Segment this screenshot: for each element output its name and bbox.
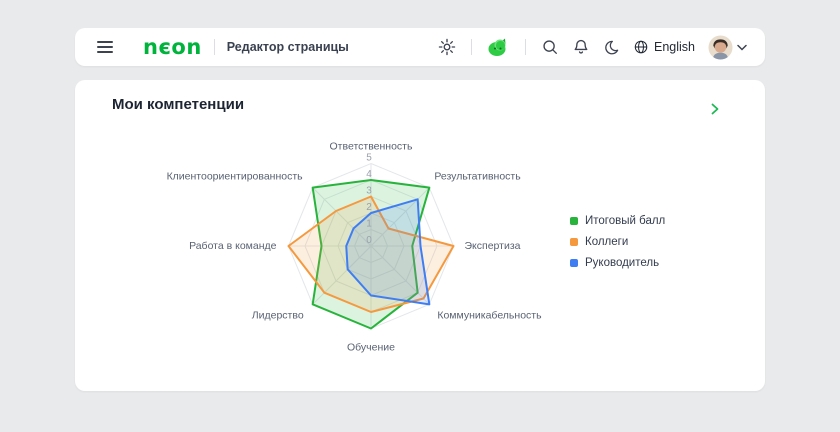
competencies-card: Мои компетенции 0 1 2 3 4 5 Ответственность Рез… [75, 80, 765, 391]
radar-grid-spoke [370, 187, 430, 247]
bell-icon[interactable] [572, 38, 590, 56]
card-title: Мои компетенции [112, 96, 245, 113]
chevron-down-icon [737, 44, 747, 51]
radar-axis-label: Лидерство [252, 309, 304, 321]
radar-series-0 [311, 179, 431, 330]
radar-grid-spoke [312, 187, 372, 247]
legend-item-total[interactable]: Итоговый балл [570, 215, 665, 227]
legend-swatch [570, 238, 578, 246]
radar-axis-label: Ответственность [330, 141, 413, 153]
radar-tick-label: 3 [366, 186, 372, 197]
radar-grid-spoke [370, 245, 430, 305]
chart-legend: Итоговый балл Коллеги Руководитель [570, 215, 665, 269]
legend-item-manager[interactable]: Руководитель [570, 257, 665, 269]
chevron-right-icon[interactable] [709, 102, 721, 121]
mascot-icon[interactable] [487, 37, 510, 57]
globe-icon [634, 40, 648, 54]
divider [525, 39, 526, 55]
legend-item-colleagues[interactable]: Коллеги [570, 236, 665, 248]
header-bar: nєon Редактор страницы [75, 28, 765, 66]
radar-axis-label: Результативность [434, 171, 521, 183]
radar-axis-label: Работа в команде [189, 240, 277, 252]
divider [471, 39, 472, 55]
radar-axis-label: Коммуникабельность [437, 309, 542, 321]
radar-tick-label: 4 [366, 169, 372, 180]
avatar [708, 34, 733, 60]
gear-icon[interactable] [438, 38, 456, 56]
radar-axis-label: Экспертиза [465, 240, 521, 252]
radar-tick-label: 1 [366, 219, 372, 230]
user-menu[interactable] [708, 34, 747, 60]
radar-axis-label: Обучение [347, 342, 395, 354]
radar-tick-label: 0 [366, 235, 372, 246]
radar-grid-spoke [312, 245, 372, 305]
radar-series-2 [345, 198, 431, 306]
radar-tick-label: 2 [366, 202, 372, 213]
radar-axis-label: Клиентоориентированность [167, 171, 304, 183]
radar-tick-label: 5 [366, 153, 372, 164]
search-icon[interactable] [541, 38, 559, 56]
app-logo[interactable]: nєon [143, 34, 202, 59]
divider [213, 39, 215, 55]
moon-icon[interactable] [603, 39, 620, 56]
language-label: English [654, 40, 695, 54]
radar-series-1 [287, 195, 455, 313]
legend-swatch [570, 259, 578, 267]
legend-swatch [570, 217, 578, 225]
language-selector[interactable]: English [633, 39, 695, 55]
page-title: Редактор страницы [226, 40, 349, 54]
menu-icon[interactable] [97, 41, 113, 53]
